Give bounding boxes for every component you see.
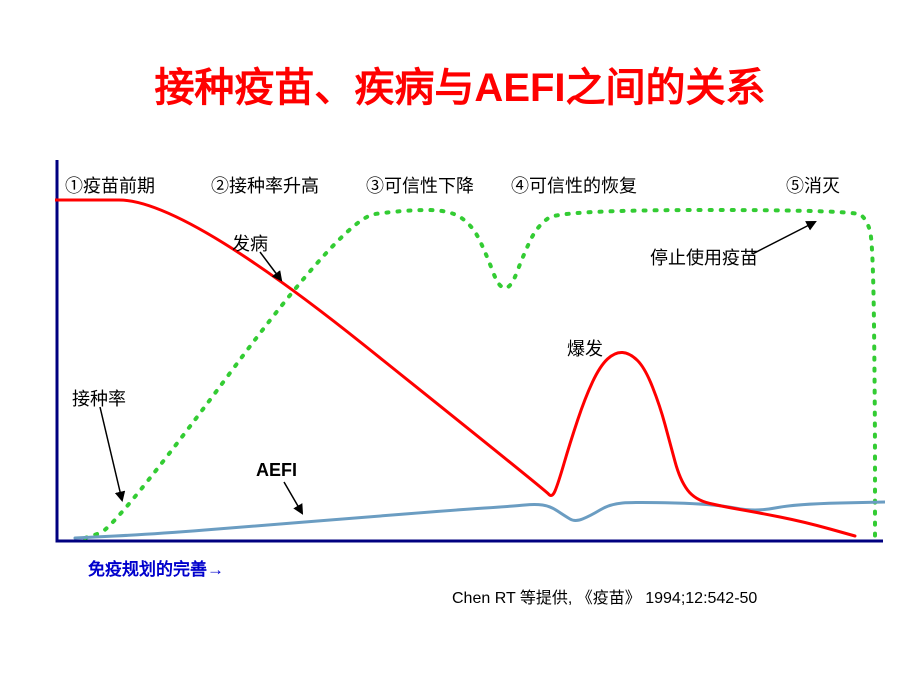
stage-label-5: ⑤消灭 [786, 172, 840, 198]
slide: { "title": { "text": "接种疫苗、疾病与AEFI之间的关系"… [0, 0, 920, 690]
stage-label-1: ①疫苗前期 [65, 172, 155, 198]
annot-coverage_label: 接种率 [72, 385, 126, 411]
arrow-stop_label [753, 222, 815, 254]
series-AEFI [75, 502, 885, 538]
annot-aefi_label: AEFI [256, 460, 297, 481]
axes [57, 160, 883, 541]
chart-svg [55, 158, 885, 543]
arrow-coverage_label [100, 407, 122, 500]
annot-disease_label: 发病 [232, 230, 268, 256]
stage-label-4: ④可信性的恢复 [511, 172, 637, 198]
xaxis-label: 免疫规划的完善→ [88, 555, 224, 580]
slide-title: 接种疫苗、疾病与AEFI之间的关系 [0, 55, 920, 113]
arrow-aefi_label [284, 482, 302, 513]
annot-stop_label: 停止使用疫苗 [650, 244, 758, 270]
stage-label-2: ②接种率升高 [211, 172, 319, 198]
citation: Chen RT 等提供, 《疫苗》 1994;12:542-50 [452, 584, 757, 608]
stage-label-3: ③可信性下降 [366, 172, 474, 198]
annot-outbreak_label: 爆发 [567, 335, 603, 361]
